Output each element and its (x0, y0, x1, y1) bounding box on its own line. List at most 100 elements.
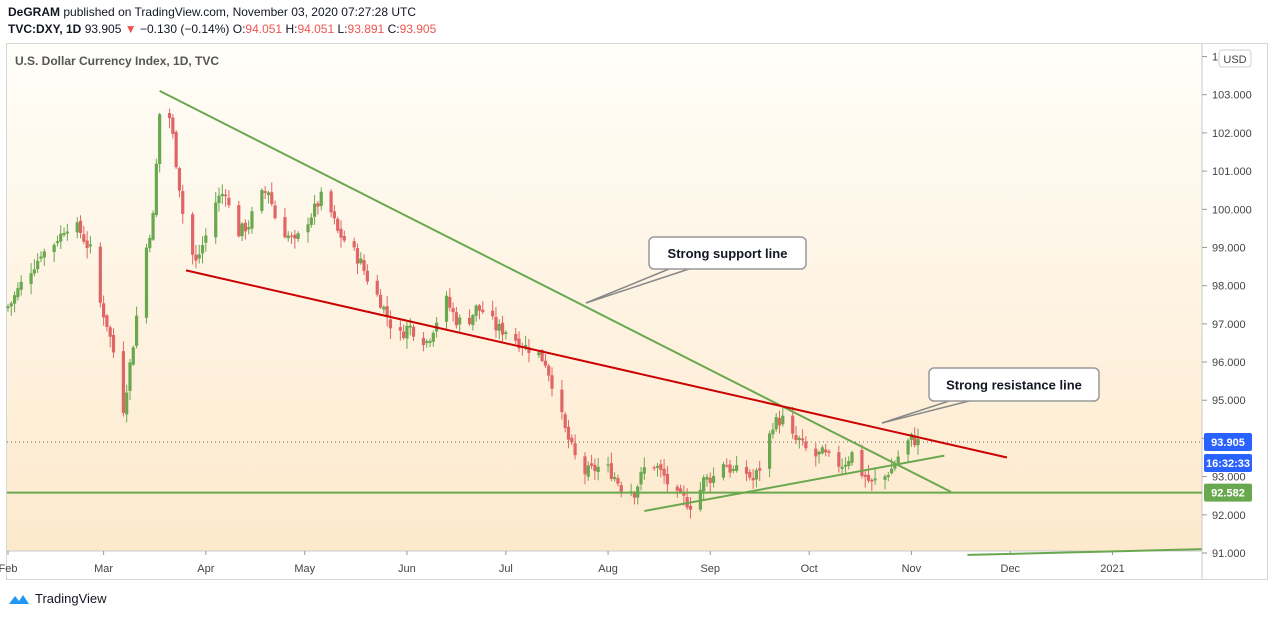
candle (339, 220, 343, 248)
candle (777, 410, 782, 434)
candle (824, 443, 828, 457)
candle (197, 244, 201, 264)
y-tick-label: 96.000 (1212, 357, 1246, 369)
tradingview-logo[interactable]: TradingView (8, 591, 107, 606)
candle (102, 295, 106, 326)
candle (191, 211, 195, 265)
candle (55, 235, 60, 247)
resistance-trendline[interactable] (185, 269, 1008, 459)
candle (174, 130, 178, 170)
currency-button[interactable]: USD (1218, 49, 1252, 68)
candle (883, 474, 887, 490)
candle (754, 468, 759, 488)
resistance-callout-box (928, 367, 1100, 402)
candle (75, 216, 79, 239)
candle (388, 310, 393, 339)
candle (550, 367, 554, 397)
candle (421, 331, 426, 352)
author-name[interactable]: DeGRAM (8, 5, 61, 19)
candle (293, 229, 297, 249)
candle (708, 472, 712, 493)
candle (735, 456, 739, 473)
candle (758, 460, 762, 482)
candle (19, 275, 23, 296)
candle (385, 295, 389, 327)
candle (85, 231, 89, 259)
candle (342, 230, 346, 243)
candle (573, 434, 577, 460)
ohlc-line: TVC:DXY, 1D 93.905 ▼ −0.130 (−0.14%) O:9… (8, 22, 436, 36)
candle (560, 380, 564, 420)
candle (121, 341, 125, 417)
candle (665, 465, 669, 493)
candle (781, 407, 785, 427)
candle (652, 465, 656, 471)
x-tick-label: Aug (598, 563, 618, 575)
close-value: 93.905 (399, 22, 437, 36)
candle (616, 474, 620, 487)
candle (78, 215, 83, 239)
x-tick-label: Sep (700, 563, 720, 575)
candle (467, 309, 472, 326)
candle (362, 254, 366, 275)
candle (596, 458, 600, 481)
candle (431, 330, 435, 347)
candle (454, 307, 458, 329)
candle (613, 472, 617, 482)
candle (481, 301, 485, 315)
candle (32, 259, 36, 277)
candle (547, 363, 551, 382)
candle (266, 190, 271, 204)
tradingview-logo-icon (9, 594, 29, 604)
candle (477, 304, 482, 320)
rising-long-trendline[interactable] (967, 548, 1202, 556)
candle (224, 188, 228, 207)
candle (88, 236, 93, 254)
candle (537, 351, 541, 359)
resistance-callout[interactable]: Strong resistance line (881, 367, 1100, 424)
candle (29, 263, 33, 295)
candle (171, 113, 175, 139)
candle (52, 242, 56, 263)
candle (474, 304, 478, 322)
support-trendline[interactable] (159, 90, 952, 493)
candle (751, 469, 755, 489)
candle (840, 458, 844, 475)
candle (514, 327, 518, 345)
candle (444, 291, 449, 330)
candle (702, 474, 706, 501)
x-tick-label: Feb (0, 563, 17, 575)
candle (329, 189, 333, 218)
candle (711, 467, 716, 488)
support-callout[interactable]: Strong support line (585, 236, 807, 304)
candle (39, 251, 43, 262)
candle (243, 219, 247, 240)
candle (375, 274, 379, 297)
candle (471, 313, 475, 331)
candle (316, 200, 320, 215)
candle (398, 320, 402, 341)
candle (181, 184, 185, 224)
rising-lower-trendline[interactable] (644, 454, 945, 512)
candle (563, 411, 567, 433)
candle (286, 231, 290, 242)
candle (382, 304, 386, 314)
candle (270, 182, 274, 207)
support-callout-box (648, 236, 807, 270)
chart-frame (6, 43, 1268, 580)
candle (105, 314, 109, 332)
candle (16, 282, 20, 301)
candle (250, 206, 254, 234)
countdown-badge-label: 16:32:33 (1206, 458, 1250, 470)
candle (804, 436, 808, 452)
candle (154, 158, 158, 218)
candle (543, 353, 548, 368)
candle (313, 194, 317, 225)
candle (570, 434, 574, 446)
candle (200, 236, 205, 264)
current-price-badge-label: 93.905 (1211, 437, 1245, 449)
candle (151, 210, 155, 241)
candle (359, 252, 363, 265)
y-tick-label: 100.000 (1212, 204, 1252, 216)
